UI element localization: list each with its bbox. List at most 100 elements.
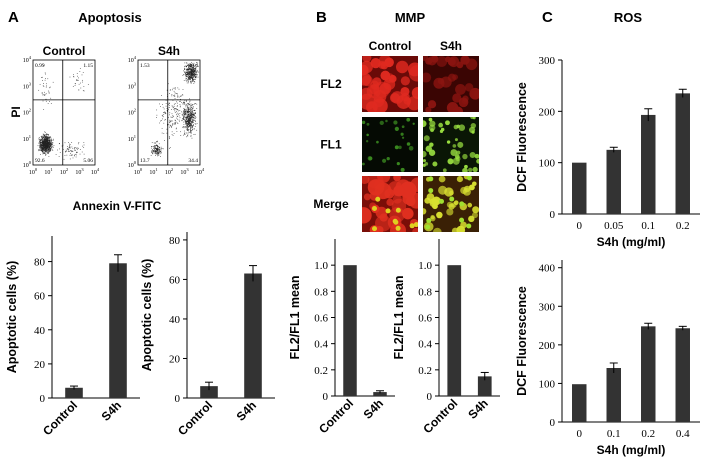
event-dot — [180, 100, 181, 102]
event-dot — [46, 143, 48, 145]
event-dot — [188, 70, 189, 72]
event-dot — [49, 145, 51, 147]
event-dot — [190, 118, 192, 120]
event-dot — [156, 149, 157, 150]
event-dot — [194, 70, 195, 72]
event-dot — [191, 65, 193, 67]
event-dot — [191, 75, 192, 77]
event-dot — [175, 114, 177, 116]
event-dot — [190, 120, 191, 121]
event-dot — [157, 148, 159, 150]
event-dot — [189, 122, 191, 123]
event-dot — [48, 137, 50, 138]
event-dot — [187, 116, 189, 118]
event-dot — [44, 142, 46, 144]
event-dot — [157, 147, 159, 149]
event-dot — [49, 136, 51, 137]
event-dot — [45, 73, 47, 75]
event-dot — [191, 116, 192, 117]
event-dot — [178, 113, 179, 115]
event-dot — [44, 144, 45, 146]
event-dot — [189, 64, 190, 66]
event-dot — [183, 102, 185, 104]
event-dot — [191, 117, 192, 118]
event-dot — [194, 102, 196, 104]
event-dot — [194, 117, 196, 119]
event-dot — [43, 153, 44, 154]
event-dot — [51, 144, 52, 146]
event-dot — [165, 119, 166, 120]
event-dot — [51, 143, 53, 145]
event-dot — [45, 143, 46, 144]
event-dot — [81, 74, 83, 76]
x-tick-label: 101 — [44, 167, 52, 176]
event-dot — [186, 123, 187, 124]
event-dot — [184, 67, 185, 69]
event-dot — [48, 148, 50, 150]
event-dot — [39, 142, 41, 144]
event-dot — [39, 147, 40, 148]
y-tick-label: 103 — [128, 81, 137, 90]
event-dot — [39, 143, 41, 145]
event-dot — [153, 151, 155, 153]
row-label: FL1 — [320, 138, 342, 152]
event-dot — [62, 148, 64, 150]
event-dot — [44, 147, 46, 149]
event-dot — [191, 72, 193, 74]
y-axis-label: DCF Fluorescence — [515, 286, 529, 396]
event-dot — [47, 138, 49, 140]
event-dot — [189, 123, 190, 125]
event-dot — [59, 143, 61, 144]
event-dot — [191, 63, 193, 65]
event-dot — [186, 63, 188, 65]
event-dot — [45, 140, 47, 141]
cell — [423, 120, 427, 128]
event-dot — [46, 141, 48, 143]
event-dot — [184, 111, 185, 112]
event-dot — [186, 111, 188, 112]
tick-exp: 2 — [134, 108, 136, 113]
x-tick-label: 0.05 — [604, 220, 624, 232]
tick-base: 10 — [23, 163, 29, 169]
event-dot — [194, 123, 196, 125]
event-dot — [188, 65, 189, 67]
event-dot — [188, 73, 189, 74]
event-dot — [186, 110, 188, 112]
event-dot — [49, 142, 50, 144]
event-dot — [190, 63, 191, 65]
cell — [423, 208, 427, 215]
event-dot — [193, 72, 195, 73]
y-tick-label: 0.8 — [314, 286, 328, 298]
event-dot — [196, 129, 198, 131]
cell — [366, 122, 370, 126]
event-dot — [187, 70, 188, 72]
event-dot — [157, 149, 159, 151]
event-dot — [170, 89, 172, 91]
event-dot — [195, 103, 196, 104]
event-dot — [57, 149, 58, 151]
x-tick-label: 0 — [577, 428, 583, 440]
event-dot — [186, 75, 188, 77]
bar — [606, 368, 621, 422]
event-dot — [188, 118, 190, 120]
event-dot — [160, 151, 161, 153]
event-dot — [179, 113, 181, 114]
event-dot — [191, 109, 193, 111]
y-tick-label: 80 — [34, 257, 46, 269]
event-dot — [50, 140, 52, 142]
event-dot — [194, 69, 195, 71]
event-dot — [76, 151, 77, 153]
event-dot — [43, 135, 45, 136]
tick-exp: 1 — [155, 167, 157, 172]
cell — [427, 100, 437, 109]
event-dot — [190, 114, 192, 116]
event-dot — [187, 111, 189, 112]
event-dot — [45, 137, 47, 139]
cell — [403, 97, 412, 105]
quadrant-value: 30.4 — [188, 63, 198, 69]
cell — [439, 198, 445, 204]
event-dot — [50, 141, 51, 143]
tick-exp: 1 — [29, 134, 31, 139]
event-dot — [44, 135, 46, 137]
event-dot — [190, 104, 192, 106]
